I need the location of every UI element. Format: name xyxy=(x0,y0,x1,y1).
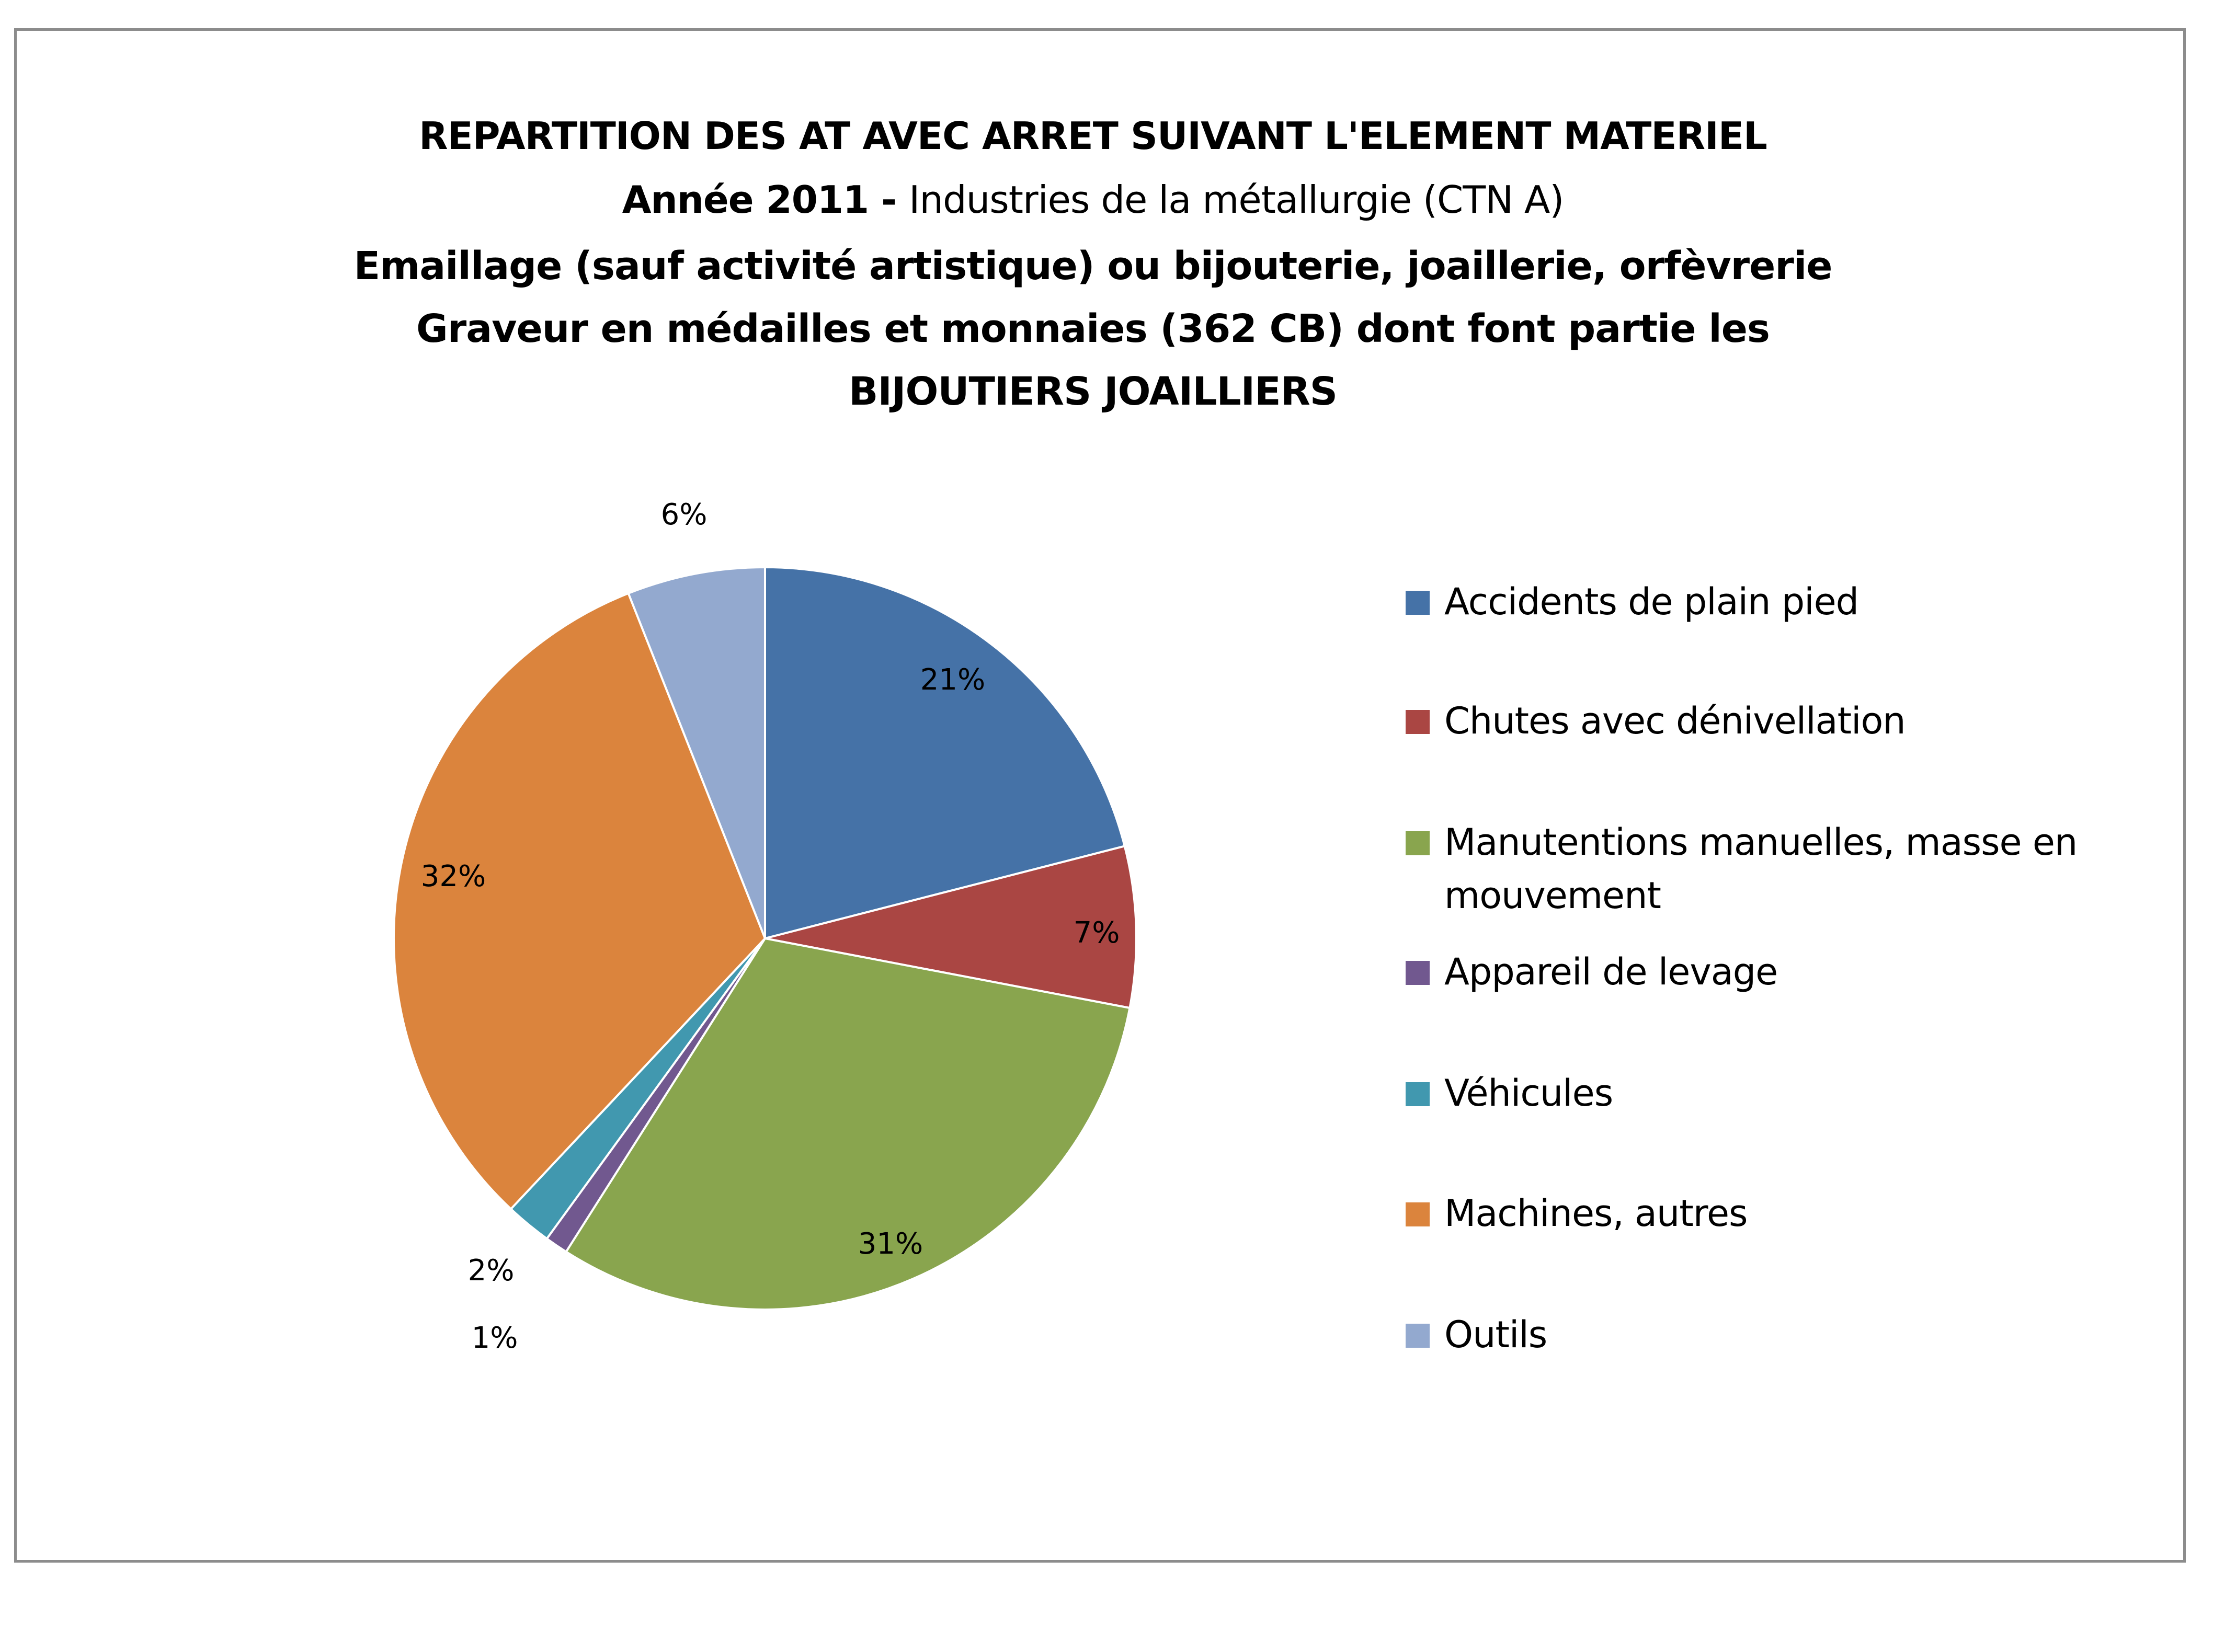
legend-label-line: Appareil de levage xyxy=(1444,950,1778,993)
legend-label-line: Manutentions manuelles, masse en xyxy=(1444,821,2078,864)
slice-data-label: 2% xyxy=(468,1254,515,1288)
chart-subtitle-line-3: BIJOUTIERS JOAILLIERS xyxy=(849,369,1338,414)
legend-label: Manutentions manuelles, masse en mouvemen… xyxy=(1444,816,2119,922)
legend-swatch xyxy=(1406,710,1430,734)
legend-label: Chutes avec dénivellation xyxy=(1444,694,2119,748)
legend-swatch xyxy=(1406,1082,1430,1106)
legend-label-line: Accidents de plain pied xyxy=(1444,580,1859,623)
legend-label: Machines, autres xyxy=(1444,1187,2119,1240)
pie-slice-6 xyxy=(393,592,767,1211)
legend-swatch xyxy=(1406,1324,1430,1348)
chart-subtitle-sector: Industries de la métallurgie (CTN A) xyxy=(909,178,1564,222)
chart-subtitle-line-2: Graveur en médailles et monnaies (362 CB… xyxy=(416,306,1770,351)
slice-data-label: 31% xyxy=(858,1227,923,1261)
pie-slice-1 xyxy=(764,566,1126,940)
slice-data-label: 32% xyxy=(421,859,486,893)
legend-label-line: Machines, autres xyxy=(1444,1192,1748,1235)
legend-label: Outils xyxy=(1444,1308,2119,1361)
slice-data-label: 7% xyxy=(1074,916,1120,950)
legend-label: Appareil de levage xyxy=(1444,945,2119,999)
legend-swatch xyxy=(1406,961,1430,985)
legend-label-line: mouvement xyxy=(1444,874,1661,917)
legend-label-line: Outils xyxy=(1444,1313,1547,1356)
legend-swatch xyxy=(1406,831,1430,855)
legend-label: Véhicules xyxy=(1444,1066,2119,1120)
pie-slice-7 xyxy=(627,566,766,939)
legend-label: Accidents de plain pied xyxy=(1444,575,2119,628)
chart-subtitle-line-1: Emaillage (sauf activité artistique) ou … xyxy=(353,244,1833,289)
chart-title: REPARTITION DES AT AVEC ARRET SUIVANT L'… xyxy=(419,114,1767,158)
chart-subtitle-year-bold: Année 2011 - xyxy=(622,178,897,222)
legend-swatch xyxy=(1406,1202,1430,1226)
chart-title-block: REPARTITION DES AT AVEC ARRET SUIVANT L'… xyxy=(0,105,2186,423)
legend-label-line: Véhicules xyxy=(1444,1072,1613,1115)
slice-data-label: 6% xyxy=(661,498,708,532)
pie-slice-2 xyxy=(765,844,1137,1009)
chart-subtitle-year: Année 2011 - Industries de la métallurgi… xyxy=(0,167,2186,233)
legend-swatch xyxy=(1406,591,1430,615)
legend-label-line: Chutes avec dénivellation xyxy=(1444,699,1906,742)
slice-data-label: 1% xyxy=(472,1321,518,1355)
slice-data-label: 21% xyxy=(920,663,985,697)
